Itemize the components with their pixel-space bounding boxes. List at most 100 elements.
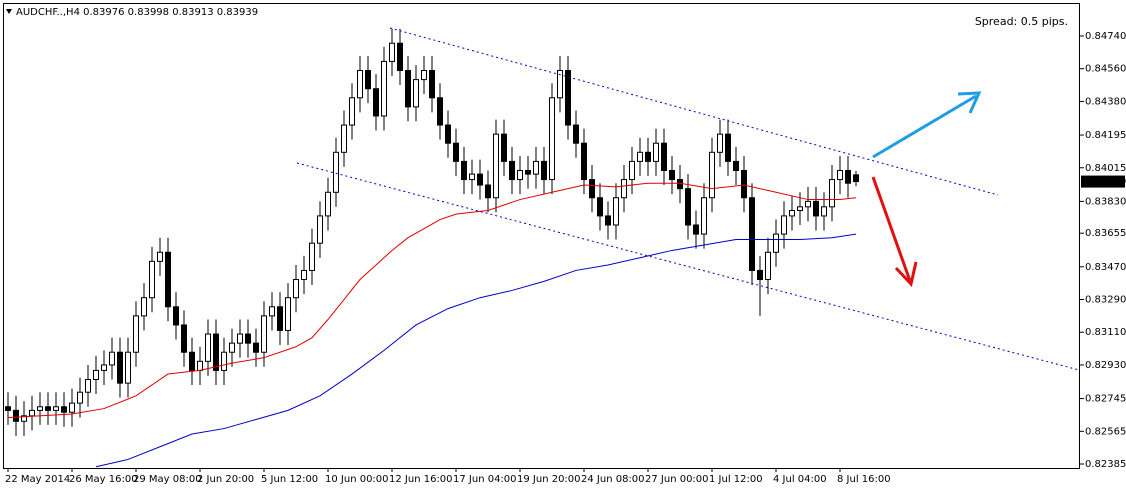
candle-body [405, 70, 411, 108]
candle-body [269, 306, 275, 317]
candle-body [605, 215, 611, 226]
candle-body [805, 200, 811, 208]
candle-body [77, 391, 83, 404]
x-tick-label: 2 Jun 20:00 [197, 474, 254, 485]
candle-body [501, 133, 507, 162]
high-value: 0.83998 [128, 7, 169, 18]
candle-body [749, 197, 755, 271]
y-tick-label: 0.84195 [1085, 130, 1126, 141]
candle-body [429, 70, 435, 99]
candle-body [349, 97, 355, 126]
price-label-bg [1081, 175, 1125, 188]
candle-body [149, 260, 155, 299]
header: AUDCHF..,H4 0.83976 0.83998 0.83913 0.83… [6, 7, 258, 18]
candle-body [741, 169, 747, 199]
candle-body [573, 124, 579, 144]
candle-body [373, 88, 379, 117]
candle-body [45, 406, 51, 411]
candle-body [677, 179, 683, 190]
candle-body [341, 124, 347, 153]
candle-body [205, 333, 211, 362]
candle-body [381, 60, 387, 117]
candle-body [701, 197, 707, 235]
candle-body [229, 342, 235, 353]
candle-body [493, 133, 499, 199]
open-value: 0.83976 [83, 7, 124, 18]
y-tick-label: 0.83655 [1085, 228, 1126, 239]
y-tick-label: 0.82565 [1085, 426, 1126, 437]
candle-body [637, 151, 643, 162]
candle-body [421, 70, 427, 81]
candle-body [237, 333, 243, 344]
candle-body [277, 306, 283, 331]
candle-body [829, 179, 835, 208]
moving-average [95, 233, 857, 468]
candle-body [845, 169, 851, 184]
candle-body [813, 200, 819, 217]
candle-body [525, 169, 531, 175]
candle-body [837, 169, 843, 181]
candle-body [5, 406, 11, 411]
chart-header: AUDCHF..,H4 0.83976 0.83998 0.83913 0.83… [16, 7, 258, 18]
candle-body [533, 160, 539, 175]
candle-body [437, 97, 443, 126]
y-tick-label: 0.84740 [1085, 31, 1126, 42]
candle-body [461, 160, 467, 181]
x-tick-label: 4 Jul 04:00 [773, 474, 827, 485]
arrow-up-head [957, 91, 982, 114]
candle-body [181, 324, 187, 353]
candle-body [141, 297, 147, 317]
x-tick-label: 1 Jul 12:00 [709, 474, 763, 485]
candle-body [389, 42, 395, 62]
candle-body [661, 142, 667, 171]
symbol: AUDCHF..,H4 [16, 7, 80, 18]
candle-body [821, 206, 827, 217]
channel-upper [389, 27, 999, 196]
candle-body [621, 179, 627, 199]
candle-body [93, 369, 99, 380]
candle-body [253, 342, 259, 353]
candle-body [29, 409, 35, 417]
candle-body [261, 315, 267, 353]
candle-body [469, 173, 475, 181]
candle-body [597, 197, 603, 217]
close-value: 0.83939 [217, 7, 258, 18]
candle-body [21, 415, 27, 422]
candle-body [309, 242, 315, 271]
collapse-icon [6, 9, 12, 14]
candle-body [789, 209, 795, 217]
candle-body [357, 70, 363, 99]
plot-area [5, 28, 859, 468]
y-tick-label: 0.83470 [1085, 262, 1126, 273]
candle-body [717, 133, 723, 153]
x-tick-label: 26 May 16:00 [69, 474, 138, 485]
spread-annotation: Spread: 0.5 pips. [975, 15, 1068, 28]
candle-body [685, 188, 691, 226]
x-tick-label: 5 Jun 12:00 [261, 474, 318, 485]
x-tick-label: 19 Jun 20:00 [517, 474, 581, 485]
candle-body [173, 306, 179, 326]
candle-body [645, 151, 651, 162]
candle-body [613, 197, 619, 226]
x-tick-label: 29 May 08:00 [133, 474, 202, 485]
candle-body [549, 97, 555, 181]
candle-body [453, 142, 459, 162]
candle-body [797, 206, 803, 211]
x-tick-label: 22 May 2014 [5, 474, 70, 485]
y-tick-label: 0.82385 [1085, 459, 1126, 470]
candle-body [221, 351, 227, 371]
candle-body [581, 142, 587, 181]
y-tick-label: 0.83110 [1085, 327, 1126, 338]
y-tick-label: 0.84015 [1085, 163, 1126, 174]
candle-body [125, 351, 131, 384]
candle-body [589, 179, 595, 199]
candle-body [413, 79, 419, 108]
candle-body [517, 169, 523, 181]
x-tick-label: 12 Jun 16:00 [389, 474, 453, 485]
candle-body [757, 269, 763, 281]
candle-body [333, 151, 339, 193]
candle-body [293, 279, 299, 299]
x-tick-label: 24 Jun 08:00 [581, 474, 645, 485]
